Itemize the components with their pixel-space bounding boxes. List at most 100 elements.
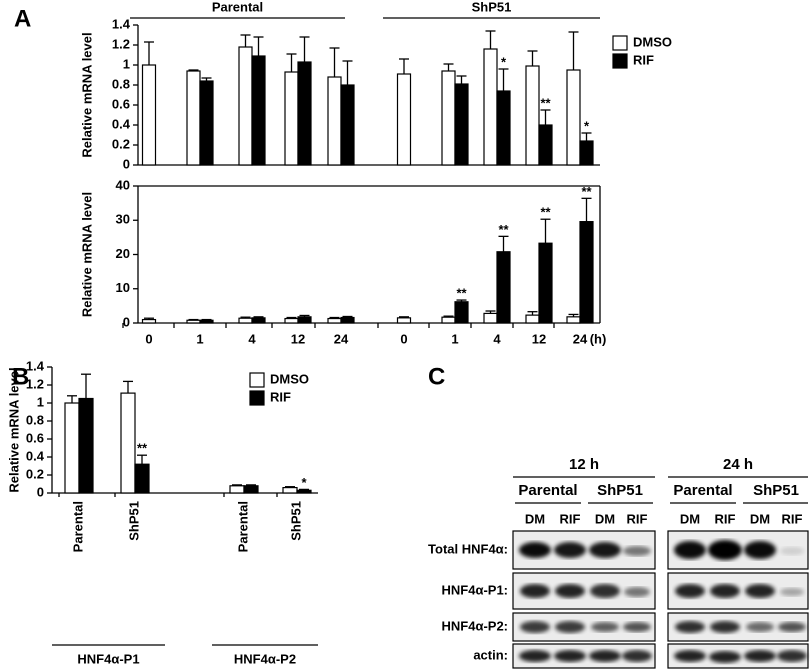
y-tick-label: 1.4 bbox=[26, 358, 45, 373]
band bbox=[708, 540, 742, 560]
bar bbox=[441, 70, 456, 166]
x-tick-label: 24 bbox=[573, 331, 588, 346]
x-tick-label: Parental bbox=[70, 501, 85, 552]
significance: ** bbox=[540, 95, 551, 110]
y-tick-label: 40 bbox=[116, 177, 130, 192]
bar bbox=[483, 48, 498, 166]
bar bbox=[327, 76, 342, 166]
x-tick-label: 0 bbox=[145, 331, 152, 346]
y-tick-label: 0.2 bbox=[112, 136, 130, 151]
bar bbox=[579, 221, 594, 324]
bar bbox=[566, 69, 581, 166]
bar bbox=[454, 83, 469, 166]
bar bbox=[199, 319, 214, 324]
band bbox=[555, 584, 585, 598]
lane-label: RIF bbox=[782, 511, 803, 526]
bar bbox=[538, 242, 553, 324]
time-label: 24 h bbox=[723, 456, 753, 473]
band bbox=[589, 650, 621, 662]
band bbox=[519, 542, 551, 558]
band bbox=[745, 584, 775, 598]
band bbox=[674, 650, 706, 662]
y-axis-label: Relative mRNA level bbox=[6, 367, 21, 492]
bar bbox=[284, 71, 299, 166]
y-tick-label: 20 bbox=[116, 246, 130, 261]
group-label: ShP51 bbox=[472, 0, 512, 14]
band bbox=[554, 650, 586, 662]
bar bbox=[340, 84, 355, 166]
band bbox=[780, 547, 804, 555]
band bbox=[623, 622, 651, 632]
x-unit: (h) bbox=[590, 331, 607, 346]
bar bbox=[483, 312, 498, 324]
bar bbox=[238, 46, 253, 166]
group-label: HNF4α-P1 bbox=[77, 651, 139, 666]
band bbox=[624, 587, 650, 597]
group-label: Parental bbox=[673, 482, 732, 499]
row-label: actin: bbox=[473, 647, 508, 662]
band bbox=[623, 546, 651, 556]
band bbox=[744, 650, 776, 662]
row-label: HNF4α-P2: bbox=[442, 618, 509, 633]
lane-label: DM bbox=[525, 511, 545, 526]
band bbox=[675, 584, 705, 598]
band bbox=[709, 651, 741, 663]
significance: * bbox=[301, 475, 307, 490]
bar bbox=[134, 463, 150, 494]
y-tick-label: 0.6 bbox=[112, 96, 130, 111]
significance: ** bbox=[137, 441, 148, 456]
panel-label: C bbox=[428, 363, 445, 390]
row-label: HNF4α-P1: bbox=[442, 582, 509, 597]
band bbox=[778, 622, 806, 632]
y-tick-label: 1.2 bbox=[26, 376, 44, 391]
legend-swatch bbox=[612, 53, 628, 69]
bar bbox=[579, 140, 594, 166]
bar bbox=[251, 55, 266, 166]
y-tick-label: 1.4 bbox=[112, 16, 131, 31]
legend-swatch bbox=[249, 390, 265, 406]
band bbox=[674, 541, 706, 559]
bands bbox=[519, 540, 807, 663]
band bbox=[780, 588, 804, 596]
lane-label: DM bbox=[750, 511, 770, 526]
band bbox=[519, 650, 551, 662]
bar bbox=[229, 485, 245, 494]
bar bbox=[78, 397, 94, 494]
y-tick-label: 0 bbox=[123, 314, 130, 329]
significance: ** bbox=[498, 222, 509, 237]
bar bbox=[282, 487, 298, 494]
legend-label: DMSO bbox=[270, 371, 309, 386]
band bbox=[746, 622, 774, 632]
bar bbox=[396, 73, 412, 166]
y-tick-label: 0.8 bbox=[26, 412, 44, 427]
band bbox=[710, 584, 740, 598]
y-tick-label: 0 bbox=[37, 484, 44, 499]
band bbox=[555, 621, 585, 633]
y-tick-label: 1.2 bbox=[112, 36, 130, 51]
bar bbox=[340, 316, 355, 324]
legend-swatch bbox=[249, 372, 265, 388]
significance: ** bbox=[540, 205, 551, 220]
bar bbox=[327, 317, 342, 324]
lane-label: RIF bbox=[560, 511, 581, 526]
legend-label: RIF bbox=[270, 389, 291, 404]
lane-label: DM bbox=[680, 511, 700, 526]
significance: ** bbox=[456, 285, 467, 300]
legend-label: RIF bbox=[633, 52, 654, 67]
group-label: HNF4α-P2 bbox=[234, 651, 296, 666]
x-tick-label: 24 bbox=[334, 331, 349, 346]
x-tick-label: Parental bbox=[235, 501, 250, 552]
x-tick-label: ShP51 bbox=[288, 501, 303, 541]
x-tick-label: 12 bbox=[291, 331, 305, 346]
time-label: 12 h bbox=[569, 456, 599, 473]
blot: 12 h 24 h Parental ShP51 Parental ShP51 … bbox=[428, 456, 809, 669]
band bbox=[520, 621, 550, 633]
band bbox=[589, 542, 621, 558]
x-tick-label: ShP51 bbox=[126, 501, 141, 541]
band bbox=[590, 584, 620, 598]
band bbox=[591, 622, 619, 632]
lane-label: DM bbox=[595, 511, 615, 526]
bar bbox=[64, 402, 80, 494]
band bbox=[777, 650, 807, 662]
group-label: Parental bbox=[518, 482, 577, 499]
